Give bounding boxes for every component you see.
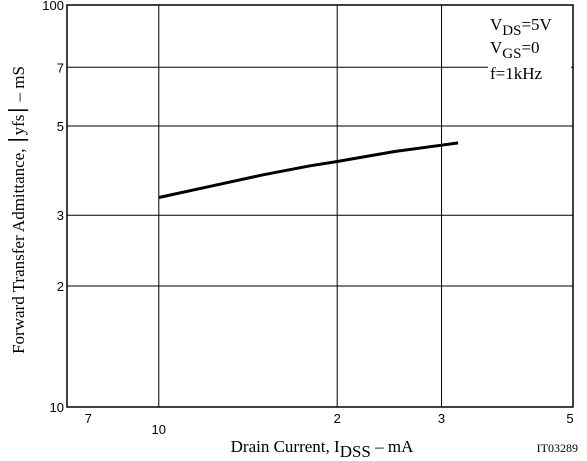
x-tick-label: 10 [152,422,166,437]
y-tick-label: 2 [57,279,64,294]
x-tick-label: 7 [85,411,92,426]
y-tick-label: 5 [57,119,64,134]
series-layer [158,141,459,199]
x-tick-label: 5 [566,411,573,426]
condition-line: f=1kHz [490,64,543,83]
y-tick-label: 3 [57,208,64,223]
plot-frame [66,4,574,408]
series-line [158,141,459,199]
x-axis-label: Drain Current, IDSS – mA [231,437,414,461]
y-tick-label: 10 [50,400,64,415]
y-tick-label: 7 [57,60,64,75]
grid [66,4,574,408]
condition-line: VDS=5V [490,15,553,39]
y-axis-label: Forward Transfer Admittance, ⎮yfs⎮ – mS [7,66,29,354]
y-tick-label: 100 [42,0,64,13]
figure-id: IT03289 [537,441,578,455]
conditions-background [488,8,571,88]
condition-line: VGS=0 [490,38,540,62]
x-tick-label: 2 [334,411,341,426]
tick-labels: 10 2 3 5 7 100 7 10 2 3 5 [42,0,573,437]
x-tick-label: 3 [438,411,445,426]
